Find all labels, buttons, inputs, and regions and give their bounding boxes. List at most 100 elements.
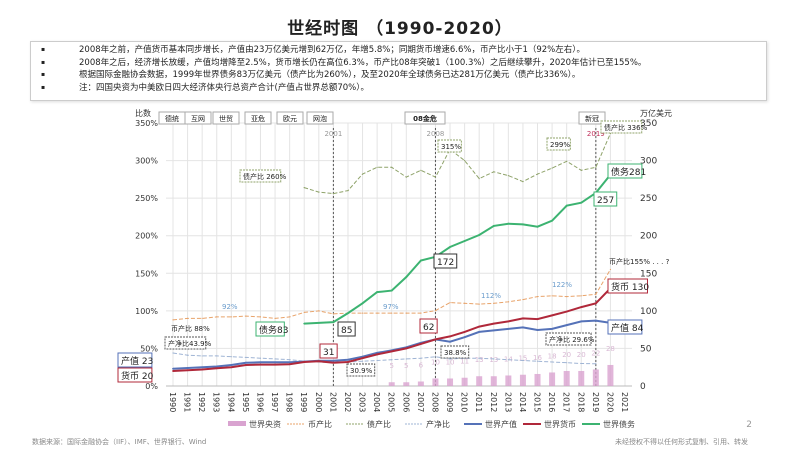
annotation-box — [440, 345, 470, 359]
data-point — [405, 176, 407, 178]
annotation-box — [337, 321, 356, 337]
annotation-money-ratio-start: 币产比 88% — [171, 324, 210, 333]
data-point — [274, 358, 276, 360]
data-point — [536, 295, 539, 298]
series-line-6 — [304, 174, 612, 325]
x-tick-label: 1992 — [197, 392, 206, 412]
annotation-box — [117, 367, 153, 383]
bar-data-label: 28 — [606, 345, 615, 353]
data-point — [420, 169, 422, 171]
data-point — [303, 311, 305, 313]
legend-label: 世界债务 — [603, 419, 635, 429]
annotation-box — [164, 336, 207, 350]
bar-central-bank-assets — [578, 370, 585, 386]
data-point — [566, 362, 568, 364]
data-point — [318, 310, 320, 312]
data-point — [595, 166, 597, 168]
data-point — [405, 312, 407, 314]
data-point — [478, 178, 480, 180]
data-point — [216, 355, 218, 357]
data-point — [259, 316, 262, 318]
bar-central-bank-assets — [519, 374, 526, 386]
data-point — [405, 358, 407, 360]
annotation-box — [593, 191, 618, 207]
annotation-box — [545, 332, 592, 346]
event-label: 08金危 — [413, 114, 437, 123]
data-point — [361, 360, 364, 362]
data-point — [230, 366, 233, 369]
data-point — [507, 359, 509, 361]
data-point — [201, 366, 204, 369]
event-label: 网泡 — [313, 114, 327, 123]
bar-central-bank-assets — [607, 364, 614, 386]
data-point — [507, 301, 509, 303]
x-tick-label: 2004 — [372, 392, 381, 412]
x-tick-label: 2013 — [503, 392, 512, 412]
data-point — [390, 350, 393, 353]
annotation-box — [600, 120, 643, 134]
annotation-debt-start: 债务83 — [259, 324, 288, 336]
data-point — [201, 317, 203, 319]
left-axis-label: 比数 — [135, 108, 151, 118]
bar-central-bank-assets — [490, 376, 497, 386]
event-box — [184, 111, 212, 125]
data-point — [274, 361, 276, 364]
x-tick-label: 2008 — [430, 392, 439, 412]
left-tick-label: 200% — [135, 232, 158, 241]
data-point — [551, 167, 553, 169]
data-point — [507, 327, 510, 330]
bar-central-bank-assets — [534, 373, 541, 386]
data-point — [317, 360, 320, 363]
annotation-box — [607, 163, 643, 179]
data-point — [551, 314, 553, 317]
bar-data-label: 20 — [577, 351, 586, 359]
bar-data-label: 16 — [533, 354, 542, 362]
data-point — [580, 306, 583, 308]
data-point — [230, 356, 232, 358]
data-point — [419, 343, 422, 345]
data-point — [478, 330, 481, 333]
data-point — [245, 356, 247, 359]
annotation-money-ratio-112: 112% — [481, 292, 501, 300]
note-item: 2008年之后，经济增长放缓，产值均增降至2.5%，货币增长仍在高位6.3%，币… — [31, 57, 766, 70]
right-tick-label: 200 — [640, 232, 657, 242]
x-tick-label: 2014 — [518, 392, 527, 412]
data-point — [565, 324, 568, 327]
page-title: 世经时图 （1990-2020） — [287, 19, 513, 39]
event-label: 世贸 — [219, 114, 233, 123]
copyright-note: 未经授权不得以任何形式复制、引用、转发 — [615, 438, 748, 446]
left-tick-label: 100% — [135, 307, 158, 316]
data-point — [361, 357, 364, 360]
data-point — [332, 193, 334, 195]
bar-central-bank-assets — [388, 382, 395, 386]
data-point — [463, 336, 466, 339]
data-point — [245, 364, 247, 366]
legend-label: 世界产值 — [485, 419, 517, 429]
data-point — [215, 367, 218, 370]
annotation-box — [607, 319, 643, 335]
right-tick-label: 0 — [640, 382, 646, 392]
data-point — [245, 361, 247, 364]
annotation-box — [607, 278, 648, 294]
event-box — [276, 111, 304, 125]
bar-data-label: 6 — [419, 361, 424, 369]
data-point — [464, 302, 466, 304]
data-point — [565, 310, 568, 313]
notes-box: 2008年之前，产值货币基本同步增长，产值由23万亿美元增到62万亿，年增5.8… — [30, 41, 767, 101]
data-point — [478, 303, 480, 305]
data-point — [186, 367, 189, 369]
data-point — [332, 359, 335, 362]
data-point — [449, 340, 451, 343]
x-tick-label: 1996 — [255, 392, 264, 412]
bar-central-bank-assets — [447, 378, 454, 386]
x-tick-label: 2016 — [547, 392, 556, 412]
data-point — [565, 204, 568, 207]
data-point — [259, 357, 262, 359]
data-point — [609, 268, 612, 271]
bar-central-bank-assets — [476, 376, 483, 386]
annotation-box — [437, 139, 462, 153]
event-label: 亚危 — [251, 114, 265, 123]
series-line-3 — [172, 352, 596, 365]
data-point — [391, 312, 393, 314]
x-tick-label: 2002 — [343, 392, 352, 412]
